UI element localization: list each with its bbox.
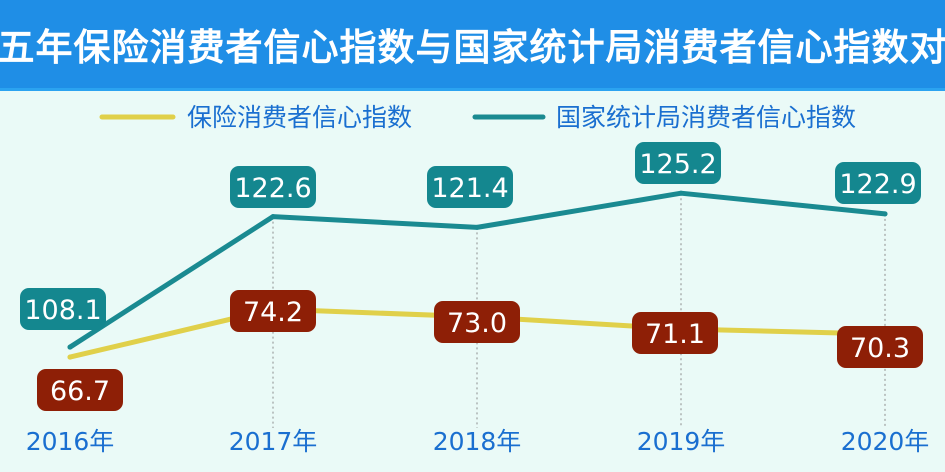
data-label-box xyxy=(635,142,721,184)
data-point-national-4 xyxy=(882,211,888,217)
legend-label-national: 国家统计局消费者信心指数 xyxy=(556,103,856,132)
title-bar: 近五年保险消费者信心指数与国家统计局消费者信心指数对比 xyxy=(0,0,945,91)
data-label: 108.1 xyxy=(24,295,101,326)
x-tick-label: 2019年 xyxy=(637,427,726,456)
data-point-national-1 xyxy=(270,214,276,220)
data-label-box xyxy=(230,166,316,208)
data-label-box xyxy=(434,301,520,343)
data-label-box xyxy=(37,369,123,411)
data-point-national-2 xyxy=(474,224,480,230)
x-tick-label: 2018年 xyxy=(433,427,522,456)
data-label: 122.6 xyxy=(234,173,311,204)
data-label: 71.1 xyxy=(645,319,705,350)
x-tick-label: 2017年 xyxy=(229,427,318,456)
data-point-insurance-0 xyxy=(67,354,73,360)
data-label: 125.2 xyxy=(639,149,716,180)
data-label: 66.7 xyxy=(50,376,110,407)
data-label-box xyxy=(837,326,923,368)
data-label: 121.4 xyxy=(431,173,508,204)
data-label: 73.0 xyxy=(447,308,507,339)
data-point-national-0 xyxy=(67,344,73,350)
x-tick-label: 2016年 xyxy=(26,427,115,456)
chart-title: 近五年保险消费者信心指数与国家统计局消费者信心指数对比 xyxy=(0,26,945,69)
data-label: 74.2 xyxy=(243,297,303,328)
data-label-box xyxy=(230,290,316,332)
legend-label-insurance: 保险消费者信心指数 xyxy=(187,103,412,132)
x-tick-label: 2020年 xyxy=(841,427,930,456)
data-label-box xyxy=(632,312,718,354)
data-label-box xyxy=(427,166,513,208)
data-label: 70.3 xyxy=(850,333,910,364)
data-label-box xyxy=(20,288,106,330)
data-point-national-3 xyxy=(678,190,684,196)
data-label-box xyxy=(835,162,921,204)
data-label: 122.9 xyxy=(839,169,916,200)
